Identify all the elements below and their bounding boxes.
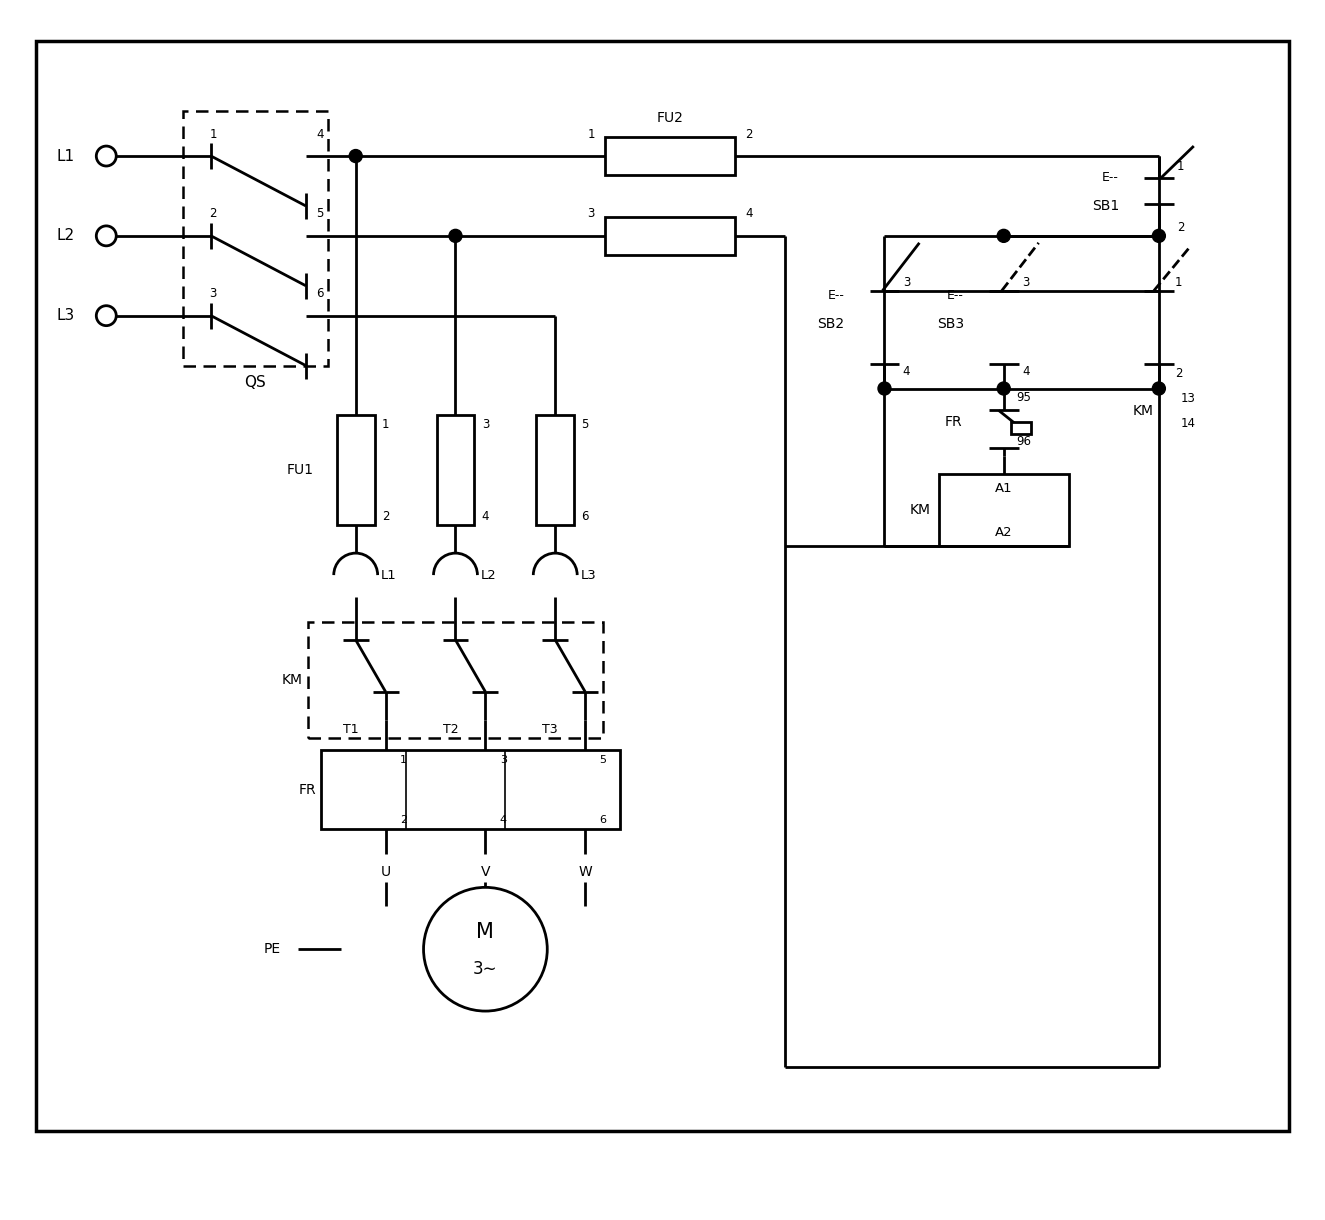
FancyBboxPatch shape bbox=[939, 475, 1068, 547]
Text: 2: 2 bbox=[209, 207, 217, 221]
Text: 6: 6 bbox=[317, 287, 323, 300]
Text: L2: L2 bbox=[481, 569, 497, 582]
Text: 3: 3 bbox=[1022, 276, 1030, 289]
Text: 2: 2 bbox=[1175, 367, 1183, 381]
Text: 1: 1 bbox=[1177, 160, 1185, 172]
Text: U: U bbox=[380, 865, 391, 880]
FancyBboxPatch shape bbox=[1011, 422, 1031, 434]
Text: 6: 6 bbox=[582, 510, 588, 522]
Text: E--: E-- bbox=[947, 289, 963, 303]
Text: 1: 1 bbox=[587, 128, 595, 140]
Text: 4: 4 bbox=[745, 207, 753, 221]
Text: W: W bbox=[578, 865, 592, 880]
Text: 13: 13 bbox=[1181, 392, 1195, 405]
Text: 96: 96 bbox=[1016, 434, 1031, 448]
Text: SB1: SB1 bbox=[1092, 199, 1118, 214]
Text: 5: 5 bbox=[600, 755, 607, 765]
Text: 95: 95 bbox=[1016, 390, 1031, 404]
Text: 4: 4 bbox=[500, 815, 507, 825]
Circle shape bbox=[878, 382, 890, 395]
Text: T1: T1 bbox=[343, 723, 359, 736]
Text: 5: 5 bbox=[582, 418, 588, 431]
Text: PE: PE bbox=[264, 942, 281, 956]
FancyBboxPatch shape bbox=[337, 416, 375, 525]
Text: KM: KM bbox=[910, 503, 931, 517]
Text: M: M bbox=[477, 922, 494, 942]
Text: KM: KM bbox=[282, 673, 303, 687]
Text: V: V bbox=[481, 865, 490, 880]
Text: FU1: FU1 bbox=[286, 464, 314, 477]
Circle shape bbox=[350, 150, 362, 162]
FancyBboxPatch shape bbox=[537, 416, 574, 525]
Text: L1: L1 bbox=[56, 149, 74, 163]
Text: 2: 2 bbox=[382, 510, 390, 522]
Text: T3: T3 bbox=[542, 723, 558, 736]
Text: KM: KM bbox=[1133, 405, 1154, 418]
Text: 1: 1 bbox=[382, 418, 390, 431]
FancyBboxPatch shape bbox=[606, 217, 735, 255]
Text: A2: A2 bbox=[995, 526, 1012, 539]
Text: 4: 4 bbox=[1022, 365, 1030, 378]
Text: 2: 2 bbox=[745, 128, 753, 140]
Text: 4: 4 bbox=[482, 510, 489, 522]
Text: 4: 4 bbox=[902, 365, 910, 378]
Circle shape bbox=[1153, 229, 1166, 243]
Text: E--: E-- bbox=[1102, 172, 1118, 184]
Text: 3∼: 3∼ bbox=[473, 960, 498, 978]
FancyBboxPatch shape bbox=[321, 749, 620, 830]
Text: 3: 3 bbox=[587, 207, 595, 221]
FancyBboxPatch shape bbox=[436, 416, 474, 525]
Text: E--: E-- bbox=[828, 289, 844, 303]
Text: 5: 5 bbox=[317, 207, 323, 221]
Circle shape bbox=[1153, 382, 1166, 395]
Text: 2: 2 bbox=[400, 815, 407, 825]
Text: 3: 3 bbox=[500, 755, 507, 765]
Text: 2: 2 bbox=[1177, 221, 1185, 234]
Text: FR: FR bbox=[945, 416, 962, 429]
FancyBboxPatch shape bbox=[606, 137, 735, 174]
Text: 3: 3 bbox=[482, 418, 489, 431]
Circle shape bbox=[449, 229, 462, 243]
Text: L3: L3 bbox=[580, 569, 596, 582]
Text: 4: 4 bbox=[317, 128, 323, 140]
Text: 1: 1 bbox=[400, 755, 407, 765]
Text: FR: FR bbox=[298, 782, 315, 797]
Text: 3: 3 bbox=[209, 287, 217, 300]
Circle shape bbox=[998, 382, 1010, 395]
Text: 1: 1 bbox=[1175, 276, 1183, 289]
Text: QS: QS bbox=[244, 375, 266, 390]
Text: 1: 1 bbox=[209, 128, 217, 140]
Text: SB3: SB3 bbox=[937, 317, 963, 331]
Text: SB2: SB2 bbox=[818, 317, 844, 331]
Text: FU2: FU2 bbox=[657, 111, 684, 126]
Text: 14: 14 bbox=[1181, 417, 1196, 429]
Text: L2: L2 bbox=[56, 228, 74, 243]
Text: L3: L3 bbox=[56, 309, 74, 323]
Text: A1: A1 bbox=[995, 482, 1012, 495]
Text: 6: 6 bbox=[600, 815, 607, 825]
Circle shape bbox=[998, 229, 1010, 243]
Text: 3: 3 bbox=[902, 276, 910, 289]
Text: L1: L1 bbox=[380, 569, 396, 582]
Text: T2: T2 bbox=[443, 723, 458, 736]
